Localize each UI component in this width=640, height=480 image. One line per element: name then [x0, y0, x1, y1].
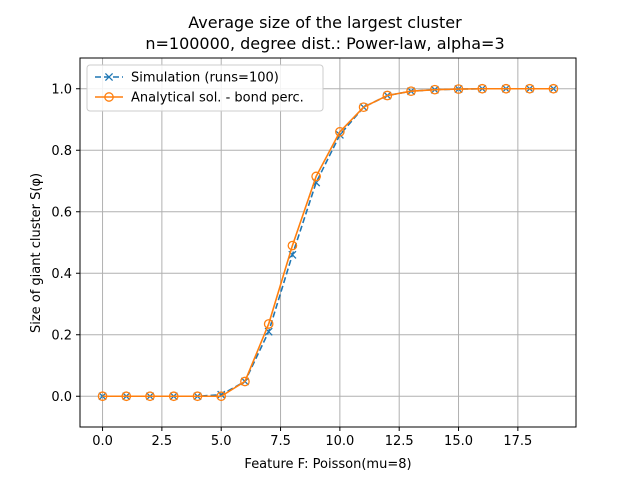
series-2-point [548, 83, 559, 94]
legend-box [86, 64, 324, 112]
series-2-point [477, 83, 488, 94]
y-tick-label: 0.2 [51, 328, 72, 343]
series-2 [97, 83, 559, 402]
series-2-point [263, 319, 274, 329]
plot-area [79, 57, 577, 428]
series-2-point [358, 102, 369, 113]
axis-ticks: 0.0 2.5 5.0 7.5 10.0 12.5 15.0 17.5 0.0 0.2 0.4 0.6… [51, 82, 532, 449]
series-2-point [145, 391, 155, 402]
x-tick-label: 5.0 [211, 434, 232, 449]
series-1-point [549, 84, 558, 93]
series-2-point [311, 171, 321, 182]
series-2-point [429, 84, 440, 95]
legend-label-1: Simulation (runs=100) [131, 71, 279, 86]
legend-label-2: Analytical sol. - bond perc. [131, 91, 304, 106]
series-2-point [240, 376, 250, 387]
x-axis-label: Feature F: Poisson(mu=8) [244, 457, 411, 472]
x-tick-label: 15.0 [444, 434, 473, 449]
chart-subtitle: n=100000, degree dist.: Power-law, alpha… [145, 34, 504, 53]
series-2-point [524, 83, 535, 94]
grid [80, 58, 576, 427]
x-tick-label: 0.0 [92, 434, 113, 449]
x-tick-label: 2.5 [152, 434, 173, 449]
series-layer [97, 83, 559, 402]
series-2-point [501, 83, 511, 94]
series-2-point [121, 391, 132, 402]
y-tick-label: 0.8 [51, 144, 72, 159]
series-1-line [102, 87, 554, 398]
series-2-point [97, 391, 108, 402]
x-tick-label: 17.5 [503, 434, 532, 449]
y-tick-label: 1.0 [51, 82, 72, 97]
legend: Simulation (runs=100) Analytical sol. - b… [86, 64, 324, 112]
x-tick-label: 10.0 [325, 434, 354, 449]
x-tick-label: 12.5 [385, 434, 414, 449]
chart-title: Average size of the largest cluster [188, 13, 462, 32]
series-2-point [406, 86, 416, 97]
x-tick-label: 7.5 [270, 434, 291, 449]
series-2-point [453, 84, 464, 94]
series-2-point [216, 391, 227, 402]
y-axis-label: Size of giant cluster S(φ) [29, 173, 44, 333]
legend-marker-1 [104, 72, 114, 82]
series-2-point [192, 391, 203, 402]
series-1-point [98, 392, 107, 401]
series-2-point [335, 126, 345, 137]
legend-marker-2 [104, 92, 114, 102]
series-1 [98, 84, 558, 401]
y-tick-label: 0.6 [51, 205, 72, 220]
y-tick-label: 0.4 [51, 267, 72, 282]
series-2-point [287, 240, 298, 251]
series-2-point [382, 90, 393, 101]
series-2-line [102, 87, 554, 398]
y-tick-label: 0.0 [51, 390, 72, 405]
series-2-point [168, 391, 179, 402]
